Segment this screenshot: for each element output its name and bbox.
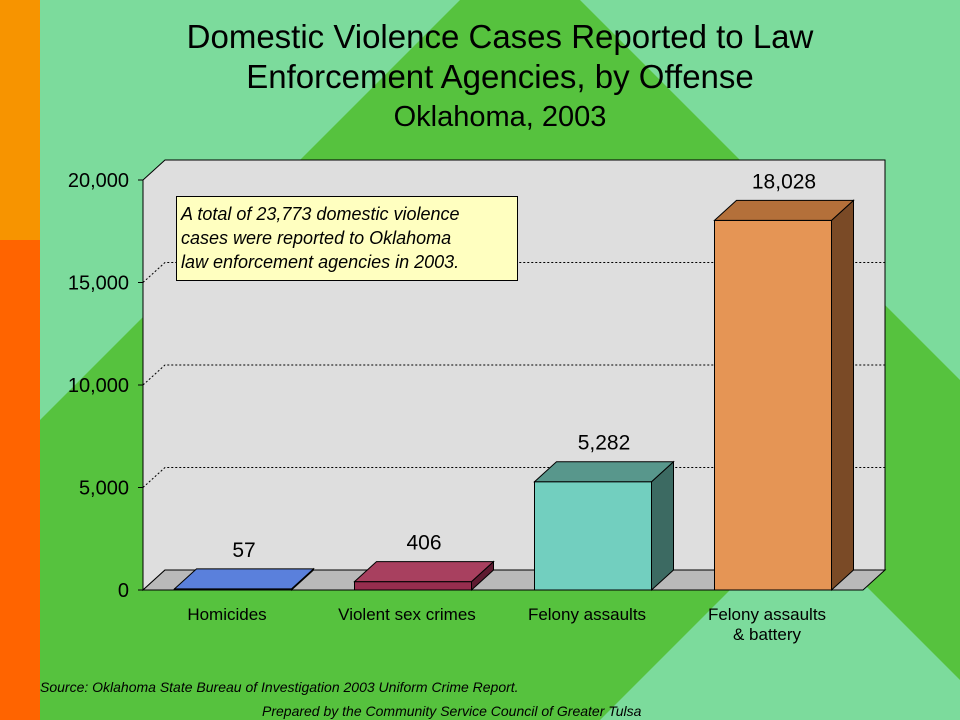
bar-top [713, 199, 855, 221]
annotation-line: A total of 23,773 domestic violence [181, 204, 460, 224]
bar [353, 560, 495, 592]
grid-line [142, 262, 885, 283]
bar-side [651, 460, 674, 592]
y-axis: 0 5,000 10,000 15,000 20,000 [68, 170, 143, 602]
data-label: 18,028 [752, 170, 816, 193]
accent-bar-bottom [0, 240, 40, 720]
x-tick-label: Violent sex crimes [338, 605, 476, 624]
x-axis-labels: Homicides Violent sex crimes Felony assaul… [187, 605, 826, 644]
accent-bar-top [0, 0, 40, 240]
bars [173, 199, 855, 592]
bar-front [714, 219, 832, 591]
chart-title-line-1: Domestic Violence Cases Reported to Law [186, 18, 814, 55]
x-tick-label: Felony assaults [528, 605, 646, 624]
bg-light-triangle-bottom [600, 520, 960, 720]
bar-top [353, 561, 495, 583]
y-tick-label: 20,000 [68, 170, 129, 192]
bar-top [533, 461, 675, 483]
grid-line [142, 364, 885, 386]
y-tick-label: 15,000 [68, 273, 129, 295]
source-note: Source: Oklahoma State Bureau of Investi… [40, 679, 519, 695]
chart-subtitle: Oklahoma, 2003 [393, 101, 607, 133]
bar [713, 199, 855, 592]
x-tick-label: & battery [733, 625, 802, 644]
annotation-line: law enforcement agencies in 2003. [181, 252, 460, 272]
bar [173, 567, 315, 592]
x-tick-label: Felony assaults [708, 605, 826, 624]
y-tick-label: 5,000 [79, 478, 129, 500]
y-tick-label: 0 [118, 580, 129, 602]
chart-title-line-2: Enforcement Agencies, by Offense [246, 58, 754, 95]
bar-front [534, 481, 652, 591]
x-tick-label: Homicides [187, 605, 266, 624]
bar-top [173, 568, 315, 590]
bar [533, 460, 675, 592]
bar-front [354, 581, 472, 591]
annotation-line: cases were reported to Oklahoma [181, 228, 452, 248]
y-tick-label: 10,000 [68, 375, 129, 397]
total-cases-annotation: A total of 23,773 domestic violence case… [176, 196, 518, 281]
data-label: 5,282 [578, 432, 631, 455]
bar-side [831, 199, 854, 592]
data-label: 406 [406, 532, 441, 555]
data-label: 57 [232, 539, 255, 562]
prepared-by-note: Prepared by the Community Service Counci… [262, 703, 642, 719]
data-labels: 57 406 5,282 18,028 [232, 170, 816, 561]
